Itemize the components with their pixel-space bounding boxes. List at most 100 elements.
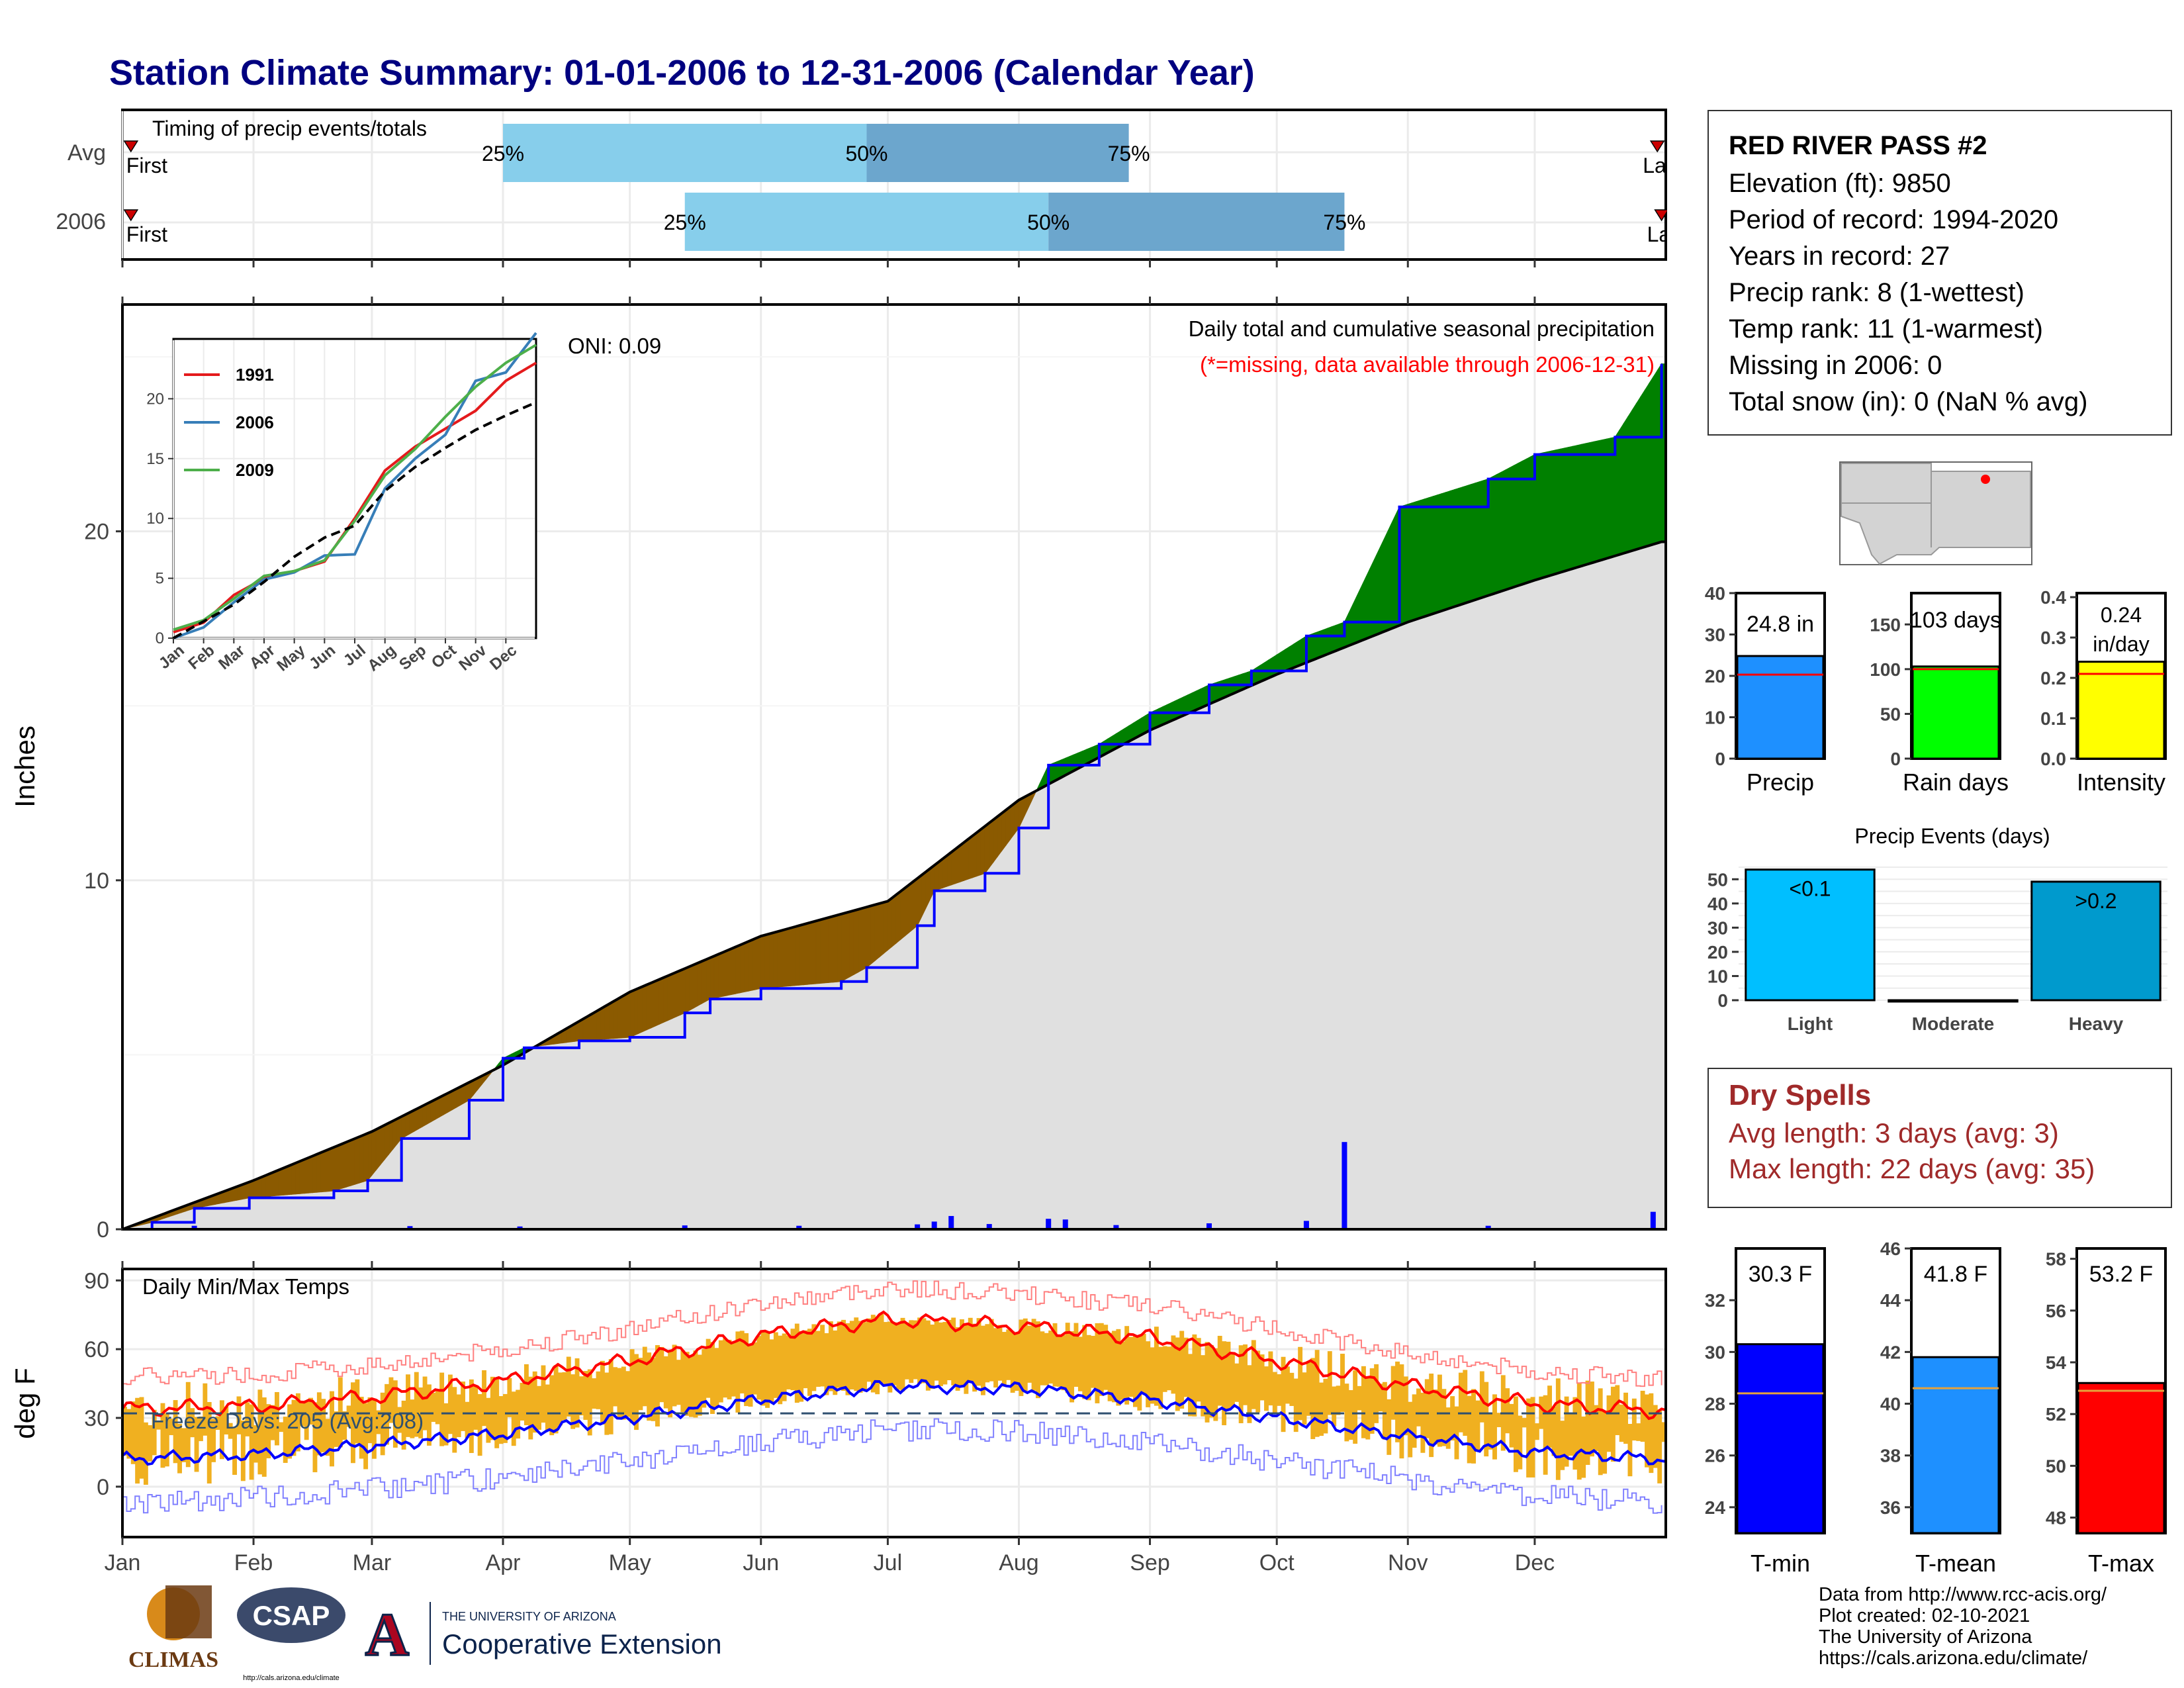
average-precip-fill [122, 541, 1666, 1229]
daily-temp-range-bar [473, 1385, 478, 1430]
summary-y-tick-label: 56 [2046, 1301, 2066, 1321]
daily-temp-range-bar [942, 1321, 948, 1385]
below-average-fill [341, 1141, 347, 1189]
daily-temp-range-bar [976, 1318, 981, 1386]
below-average-fill [782, 928, 787, 988]
daily-temp-range-bar [1056, 1335, 1062, 1387]
daily-temp-range-bar [587, 1369, 592, 1436]
below-average-fill [722, 950, 728, 997]
month-axis: Jan Feb Mar Apr May Jun Jul Aug Sep Oct Nov Dec [105, 1537, 1555, 1575]
daily-temp-range-bar [583, 1371, 588, 1420]
daily-temp-range-bar [240, 1420, 246, 1481]
events-x-tick-label: Moderate [1912, 1013, 1994, 1034]
daily-temp-range-bar [1543, 1395, 1548, 1475]
daily-temp-range-bar [507, 1378, 512, 1417]
dry-spells-title: Dry Spells [1729, 1079, 1872, 1111]
daily-temp-range-bar [845, 1323, 850, 1395]
daily-temp-range-bar [930, 1324, 935, 1389]
month-tick-label: Oct [1259, 1550, 1295, 1575]
daily-temp-range-bar [1467, 1395, 1472, 1464]
summary-chart-title: T-max [2088, 1550, 2154, 1577]
daily-temp-range-bar [739, 1331, 745, 1393]
daily-temp-range-bar [1019, 1319, 1024, 1396]
daily-temp-range-bar [1323, 1378, 1328, 1434]
daily-temp-range-bar [1387, 1399, 1392, 1455]
below-average-fill [845, 911, 850, 980]
summary-y-tick-label: 0.0 [2040, 749, 2066, 769]
below-average-fill [858, 908, 863, 973]
daily-temp-range-bar [1082, 1325, 1087, 1399]
above-average-fill [1382, 533, 1387, 633]
daily-temp-range-bar [1188, 1354, 1193, 1417]
csap-cloud [237, 1587, 345, 1643]
daily-temp-range-bar [570, 1374, 576, 1429]
daily-precip-bar [1485, 1225, 1491, 1229]
summary-value-bar [2077, 661, 2165, 760]
precip-y-label: Inches [9, 726, 40, 808]
above-average-fill [1462, 485, 1468, 605]
daily-temp-range-bar [1357, 1385, 1362, 1411]
above-average-fill [1635, 396, 1641, 550]
above-average-fill [1547, 450, 1552, 577]
daily-temp-range-bar [1424, 1379, 1430, 1438]
daily-temp-range-bar [824, 1333, 829, 1395]
timing-pct-label: 25% [482, 142, 524, 165]
daily-temp-range-bar [1526, 1398, 1531, 1477]
daily-temp-range-bar [388, 1377, 394, 1423]
daily-temp-range-bar [219, 1400, 224, 1460]
daily-temp-range-bar [363, 1403, 369, 1470]
daily-temp-range-bar [1336, 1385, 1341, 1415]
above-average-fill [1509, 465, 1514, 589]
daily-temp-range-bar [693, 1350, 698, 1418]
daily-temp-range-bar [1099, 1323, 1104, 1396]
daily-temp-range-bar [1547, 1385, 1552, 1448]
daily-temp-range-bar [558, 1372, 563, 1426]
daily-temp-range-bar [811, 1324, 817, 1391]
events-y-tick-label: 40 [1707, 894, 1728, 914]
daily-temp-range-bar [308, 1397, 314, 1425]
daily-temp-range-bar [1454, 1406, 1459, 1460]
daily-precip-bar [948, 1215, 954, 1229]
below-average-fill [663, 975, 668, 1023]
daily-temp-range-bar [1610, 1386, 1615, 1462]
ua-small-text: THE UNIVERSITY OF ARIZONA [442, 1610, 616, 1623]
daily-temp-range-bar [752, 1342, 757, 1395]
station-detail-line: Total snow (in): 0 (NaN % avg) [1729, 387, 2088, 416]
below-average-fill [790, 926, 796, 986]
freeze-days-label: Freeze Days: 205 (Avg:208) [151, 1409, 424, 1433]
daily-temp-range-bar [270, 1405, 275, 1440]
below-average-fill [989, 819, 994, 869]
daily-temp-range-bar [304, 1400, 309, 1440]
events-y-tick-label: 30 [1707, 917, 1728, 938]
above-average-fill [1492, 474, 1497, 595]
above-average-fill [1200, 686, 1206, 709]
daily-temp-range-bar [714, 1348, 719, 1407]
daily-temp-range-bar [130, 1401, 136, 1464]
daily-temp-range-bar [1247, 1365, 1252, 1423]
daily-temp-range-bar [608, 1359, 614, 1434]
first-event-label: First [126, 222, 167, 246]
timing-bar-q2 [684, 193, 1049, 251]
csap-logo: CSAP http://cals.arizona.edu/climate [237, 1587, 345, 1682]
daily-temp-range-bar [1289, 1372, 1295, 1406]
daily-precip-bar [1342, 1142, 1347, 1229]
daily-temp-range-bar [325, 1419, 330, 1456]
events-x-tick-label: Light [1788, 1013, 1833, 1034]
month-tick-label: Aug [999, 1550, 1039, 1575]
daily-temp-range-bar [858, 1321, 863, 1393]
below-average-fill [727, 948, 732, 996]
oni-value: ONI: 0.09 [568, 334, 661, 358]
above-average-fill [1365, 569, 1371, 639]
figure-title: Station Climate Summary: 01-01-2006 to 1… [109, 53, 1255, 93]
daily-temp-range-bar [854, 1317, 859, 1391]
below-average-fill [409, 1109, 415, 1135]
above-average-fill [1378, 542, 1383, 635]
above-average-fill [1187, 692, 1193, 714]
below-average-fill [824, 917, 829, 984]
daily-temp-range-bar [1378, 1383, 1383, 1412]
below-average-fill [604, 1004, 610, 1040]
daily-temp-range-bar [621, 1366, 626, 1420]
daily-temp-range-bar [837, 1321, 842, 1388]
daily-temp-range-bar [625, 1371, 631, 1417]
